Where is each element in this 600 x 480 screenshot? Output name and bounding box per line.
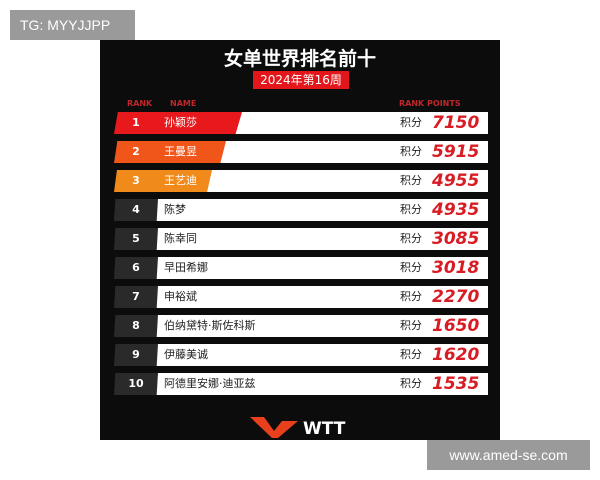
rank-points: 3018: [432, 258, 480, 278]
highlight-bar: [114, 170, 212, 192]
rank-points: 7150: [432, 113, 480, 133]
rank-cell: 5: [114, 228, 158, 250]
rank-points: 1620: [432, 345, 480, 365]
player-name: 陈幸同: [164, 232, 197, 245]
rank-cell: 1: [132, 116, 140, 129]
row-bar: [152, 199, 488, 221]
row-bar: [152, 170, 488, 192]
points-label: 积分: [400, 290, 422, 303]
rank-cell: 8: [114, 315, 158, 337]
highlight-bar: [114, 112, 242, 134]
rank-cell: 7: [114, 286, 158, 308]
player-name: 阿德里安娜·迪亚兹: [164, 377, 256, 390]
rank-points: 2270: [432, 287, 480, 307]
row-bar: [152, 286, 488, 308]
highlight-bar: [114, 141, 226, 163]
player-name: 申裕斌: [164, 290, 197, 303]
player-name: 伊藤美诚: [164, 348, 208, 361]
ranking-row: 8 伯纳黛特·斯佐科斯 积分 1650: [114, 315, 488, 337]
player-name: 陈梦: [164, 203, 186, 216]
rank-points: 4935: [432, 200, 480, 220]
wtt-logo-text: WTT: [303, 419, 346, 439]
row-bar: [152, 141, 488, 163]
points-label: 积分: [400, 174, 422, 187]
player-name: 王曼昱: [164, 145, 197, 158]
week-badge: 2024年第16周: [253, 71, 349, 89]
row-bar: [152, 228, 488, 250]
points-label: 积分: [400, 116, 422, 129]
points-label: 积分: [400, 377, 422, 390]
rank-cell: 3: [132, 174, 140, 187]
ranking-row: 7 申裕斌 积分 2270: [114, 286, 488, 308]
player-name: 王艺迪: [164, 174, 197, 187]
row-bar: [152, 257, 488, 279]
ranking-row: 5 陈幸同 积分 3085: [114, 228, 488, 250]
points-label: 积分: [400, 145, 422, 158]
row-bar: [152, 315, 488, 337]
rank-points: 3085: [432, 229, 480, 249]
wtt-logo-icon: [250, 417, 298, 438]
ranking-row: 2 王曼昱 积分 5915: [114, 141, 488, 163]
ranking-poster: 女单世界排名前十 2024年第16周 RANK NAME RANK POINTS…: [100, 40, 500, 440]
rank-points: 4955: [432, 171, 480, 191]
points-label: 积分: [400, 319, 422, 332]
points-label: 积分: [400, 232, 422, 245]
rank-cell: 9: [114, 344, 158, 366]
player-name: 早田希娜: [164, 261, 208, 274]
player-name: 孙颖莎: [164, 116, 197, 129]
rank-cell: 6: [114, 257, 158, 279]
rank-header: RANK: [127, 99, 153, 108]
ranking-row: 3 王艺迪 积分 4955: [114, 170, 488, 192]
ranking-row: 10 阿德里安娜·迪亚兹 积分 1535: [114, 373, 488, 395]
poster-title: 女单世界排名前十: [223, 48, 376, 70]
rank-points: 1650: [432, 316, 480, 336]
name-header: NAME: [170, 99, 197, 108]
points-label: 积分: [400, 261, 422, 274]
rank-points: 1535: [432, 374, 480, 394]
ranking-row: 1 孙颖莎 积分 7150: [114, 112, 488, 134]
watermark-site: www.amed-se.com: [427, 440, 590, 470]
rank-cell: 10: [114, 373, 158, 395]
rank-cell: 2: [132, 145, 140, 158]
points-header: RANK POINTS: [399, 99, 461, 108]
ranking-row: 9 伊藤美诚 积分 1620: [114, 344, 488, 366]
rank-points: 5915: [432, 142, 480, 162]
rank-cell: 4: [114, 199, 158, 221]
ranking-row: 4 陈梦 积分 4935: [114, 199, 488, 221]
row-bar: [152, 373, 488, 395]
row-bar: [152, 344, 488, 366]
player-name: 伯纳黛特·斯佐科斯: [164, 319, 256, 332]
ranking-row: 6 早田希娜 积分 3018: [114, 257, 488, 279]
watermark-tag: TG: MYYJJPP: [10, 10, 135, 40]
points-label: 积分: [400, 203, 422, 216]
points-label: 积分: [400, 348, 422, 361]
